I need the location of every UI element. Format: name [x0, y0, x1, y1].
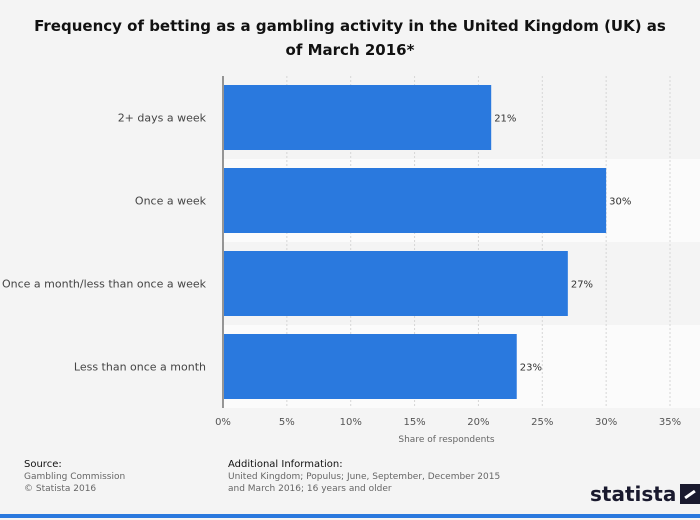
bar-value-label: 27% [571, 280, 593, 291]
brand-name: statista [590, 482, 677, 506]
category-label: 2+ days a week [118, 112, 207, 125]
bottom-accent-line [0, 514, 700, 518]
statista-brand[interactable]: statista [590, 482, 700, 506]
bar-1 [224, 168, 607, 233]
bar-value-label: 30% [609, 197, 631, 208]
x-tick-label: 5% [279, 417, 295, 428]
source-line-2: © Statista 2016 [24, 484, 97, 494]
category-label: Once a week [135, 195, 207, 208]
x-tick-label: 0% [215, 417, 231, 428]
additional-info-text: United Kingdom; Populus; June, September… [228, 472, 501, 494]
bar-value-label: 21% [494, 114, 516, 125]
x-tick-label: 30% [595, 417, 617, 428]
source-header: Source: [24, 459, 62, 470]
x-tick-label: 20% [467, 417, 489, 428]
bar-chart: 0% 5% 10% 15% 20% 25% 30% 35% 21% 2+ days a week 3… [1, 76, 682, 445]
x-tick-label: 10% [340, 417, 362, 428]
x-axis-label: Share of respondents [398, 435, 495, 445]
x-tick-label: 25% [531, 417, 553, 428]
additional-info-block: Additional Information: United Kingdom; … [228, 459, 518, 495]
source-block: Source: Gambling Commission © Statista 2… [24, 459, 125, 495]
bar-3 [224, 334, 517, 399]
bar-2 [224, 251, 568, 316]
additional-info-header: Additional Information: [228, 459, 343, 470]
bar-0 [224, 85, 492, 150]
category-label: Less than once a month [74, 361, 206, 374]
x-tick-label: 15% [403, 417, 425, 428]
x-tick-label: 35% [659, 417, 681, 428]
category-label: Once a month/less than once a week [2, 278, 207, 291]
source-line-1: Gambling Commission [24, 472, 126, 482]
statista-logo-icon [680, 484, 700, 504]
chart-title: Frequency of betting as a gambling activ… [34, 17, 666, 59]
bar-value-label: 23% [520, 363, 542, 374]
